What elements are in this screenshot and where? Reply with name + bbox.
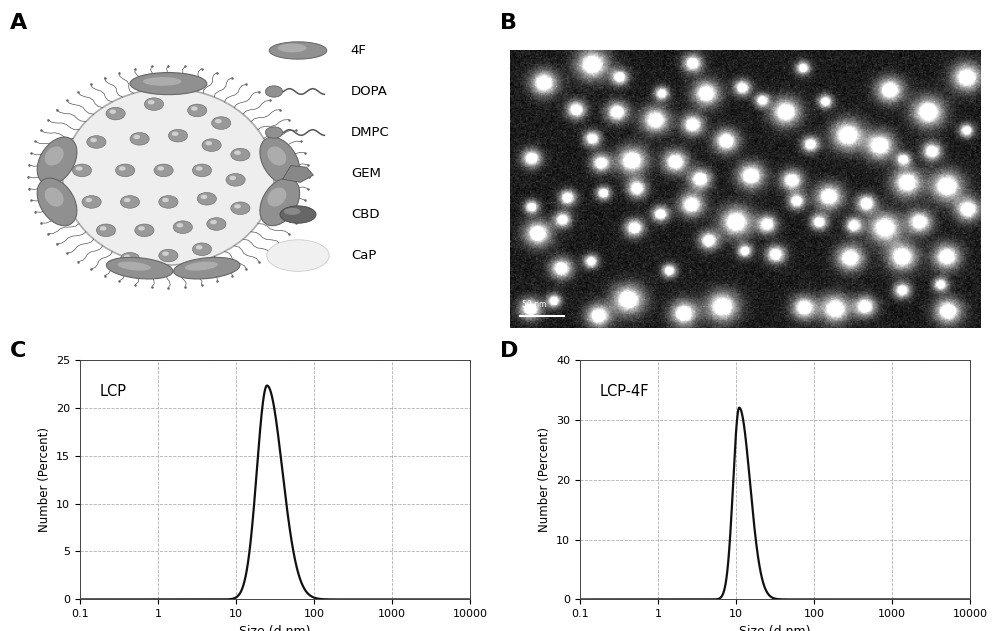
Circle shape: [196, 166, 202, 171]
Ellipse shape: [278, 44, 307, 52]
Text: A: A: [10, 13, 27, 33]
Text: LCP: LCP: [100, 384, 126, 399]
Circle shape: [109, 110, 116, 114]
Circle shape: [135, 224, 154, 237]
Circle shape: [138, 227, 145, 231]
Circle shape: [162, 198, 169, 203]
X-axis label: Size (d.nm): Size (d.nm): [739, 625, 811, 631]
Circle shape: [157, 166, 164, 171]
Circle shape: [215, 119, 222, 124]
Circle shape: [90, 138, 97, 143]
Ellipse shape: [174, 257, 240, 279]
Circle shape: [210, 220, 217, 225]
Circle shape: [72, 164, 92, 177]
Circle shape: [159, 196, 178, 208]
Circle shape: [133, 135, 140, 139]
Circle shape: [231, 202, 250, 215]
Text: CaP: CaP: [351, 249, 376, 262]
Circle shape: [159, 249, 178, 262]
Circle shape: [265, 127, 283, 138]
Ellipse shape: [267, 240, 329, 271]
Ellipse shape: [260, 178, 300, 226]
Text: D: D: [500, 341, 518, 361]
Text: DMPC: DMPC: [351, 126, 390, 139]
Ellipse shape: [280, 206, 316, 223]
Text: CBD: CBD: [351, 208, 379, 221]
Ellipse shape: [284, 208, 301, 215]
Circle shape: [226, 174, 245, 186]
Circle shape: [144, 98, 164, 110]
Circle shape: [192, 243, 212, 256]
Ellipse shape: [45, 187, 64, 206]
Ellipse shape: [267, 187, 286, 206]
Ellipse shape: [118, 262, 151, 271]
Ellipse shape: [143, 77, 181, 86]
Y-axis label: Number (Percent): Number (Percent): [538, 427, 551, 532]
Ellipse shape: [260, 137, 300, 185]
Ellipse shape: [63, 88, 274, 265]
Text: 50 nm: 50 nm: [522, 300, 546, 309]
Ellipse shape: [130, 73, 207, 95]
Circle shape: [154, 164, 173, 177]
Circle shape: [234, 204, 241, 208]
Circle shape: [191, 107, 198, 111]
Circle shape: [162, 251, 169, 256]
Circle shape: [148, 100, 154, 104]
Circle shape: [120, 196, 140, 208]
Circle shape: [124, 198, 130, 203]
Ellipse shape: [37, 178, 77, 226]
Circle shape: [82, 196, 101, 208]
Circle shape: [172, 132, 178, 136]
Circle shape: [119, 166, 126, 171]
Circle shape: [96, 224, 116, 237]
Text: LCP-4F: LCP-4F: [600, 384, 649, 399]
Circle shape: [201, 194, 207, 199]
Circle shape: [192, 164, 212, 177]
Circle shape: [177, 223, 183, 228]
Circle shape: [188, 104, 207, 117]
Y-axis label: Number (Percent): Number (Percent): [38, 427, 51, 532]
Ellipse shape: [185, 262, 218, 271]
Circle shape: [202, 139, 221, 151]
Text: B: B: [500, 13, 517, 33]
Text: 4F: 4F: [351, 44, 367, 57]
Circle shape: [116, 164, 135, 177]
Circle shape: [87, 136, 106, 148]
Circle shape: [76, 166, 82, 171]
Circle shape: [212, 117, 231, 129]
Circle shape: [168, 129, 188, 142]
Circle shape: [265, 86, 283, 97]
X-axis label: Size (d.nm): Size (d.nm): [239, 625, 311, 631]
Circle shape: [130, 133, 149, 145]
Ellipse shape: [45, 146, 64, 165]
Ellipse shape: [269, 42, 327, 59]
Circle shape: [231, 148, 250, 161]
Circle shape: [207, 218, 226, 230]
Polygon shape: [283, 165, 313, 182]
Circle shape: [234, 150, 241, 155]
Circle shape: [173, 221, 192, 233]
Ellipse shape: [106, 257, 173, 279]
Text: DOPA: DOPA: [351, 85, 388, 98]
Circle shape: [205, 141, 212, 146]
Circle shape: [197, 192, 216, 205]
Circle shape: [100, 227, 106, 231]
Circle shape: [229, 175, 236, 180]
Text: GEM: GEM: [351, 167, 381, 180]
Ellipse shape: [267, 146, 286, 165]
Text: C: C: [10, 341, 26, 361]
Circle shape: [106, 107, 125, 120]
Circle shape: [196, 245, 202, 249]
Ellipse shape: [37, 137, 77, 185]
Circle shape: [124, 254, 130, 259]
Circle shape: [120, 252, 140, 265]
Circle shape: [85, 198, 92, 203]
